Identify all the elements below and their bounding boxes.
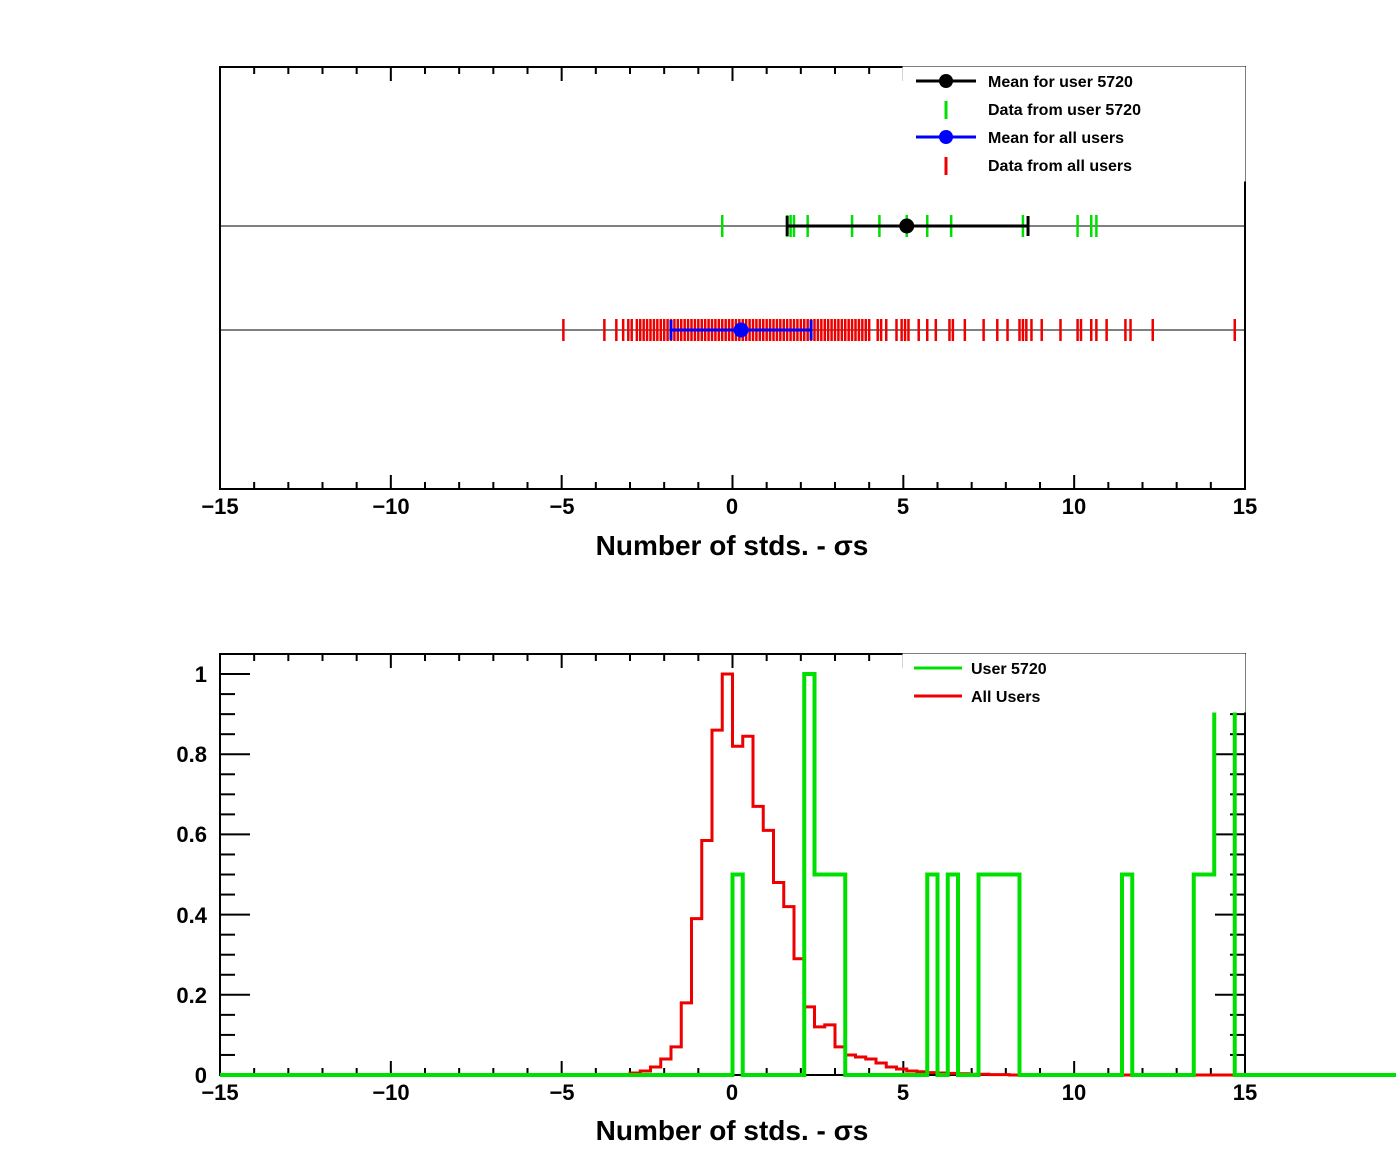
bottom-y-tick-label: 0.6 — [176, 822, 207, 847]
top-x-tick-label: 15 — [1233, 494, 1257, 519]
user-mean-marker — [899, 218, 915, 234]
user-histogram-line — [220, 672, 1396, 1077]
legend-label-all-hist: All Users — [971, 689, 1040, 706]
legend-marker-user-mean — [939, 74, 953, 88]
bottom-x-tick-label: 5 — [897, 1080, 909, 1105]
bottom-y-tick-label: 0 — [195, 1063, 207, 1088]
top-x-ticks — [219, 67, 1246, 489]
bottom-x-axis-title: Number of stds. - σs — [596, 1115, 869, 1146]
bottom-x-tick-label: 15 — [1233, 1080, 1257, 1105]
legend-label-all-data: Data from all users — [988, 158, 1132, 175]
top-x-axis-title: Number of stds. - σs — [596, 530, 869, 561]
top-x-tick-label: 10 — [1062, 494, 1086, 519]
histogram-series — [220, 672, 1396, 1077]
bottom-y-tick-label: 0.4 — [176, 903, 207, 928]
legend-label-user-data: Data from user 5720 — [988, 102, 1141, 119]
mean-markers — [669, 216, 1030, 340]
bottom-x-tick-label: −10 — [372, 1080, 409, 1105]
bottom-x-tick-label: −15 — [201, 1080, 238, 1105]
top-x-tick-label: −15 — [201, 494, 238, 519]
top-legend: Mean for user 5720 Data from user 5720 M… — [902, 66, 1246, 182]
bottom-legend: User 5720 All Users — [902, 653, 1246, 713]
all-users-mean-marker — [733, 322, 749, 338]
legend-label-all-mean: Mean for all users — [988, 130, 1124, 147]
bottom-x-tick-labels: −15 −10 −5 0 5 10 15 — [201, 1080, 1257, 1105]
bottom-y-tick-label: 1 — [195, 662, 207, 687]
bottom-x-tick-label: −5 — [549, 1080, 574, 1105]
legend-label-user-hist: User 5720 — [971, 661, 1047, 678]
top-x-tick-label: −10 — [372, 494, 409, 519]
bottom-x-tick-label: 0 — [726, 1080, 738, 1105]
bottom-legend-box — [902, 653, 1246, 713]
top-x-tick-label: −5 — [549, 494, 574, 519]
top-x-tick-labels: −15 −10 −5 0 5 10 15 — [201, 494, 1257, 519]
top-x-tick-label: 5 — [897, 494, 909, 519]
legend-marker-all-mean — [939, 130, 953, 144]
bottom-y-tick-label: 0.2 — [176, 983, 207, 1008]
bottom-panel: −15 −10 −5 0 5 10 15 0 0.2 0.4 0.6 0.8 1… — [176, 653, 1396, 1146]
bottom-y-tick-label: 0.8 — [176, 742, 207, 767]
top-legend-box — [902, 66, 1246, 182]
top-x-tick-label: 0 — [726, 494, 738, 519]
bottom-y-tick-labels: 0 0.2 0.4 0.6 0.8 1 — [176, 662, 207, 1088]
bottom-x-tick-label: 10 — [1062, 1080, 1086, 1105]
top-panel: −15 −10 −5 0 5 10 15 Number of stds. - σ… — [201, 66, 1257, 561]
legend-label-user-mean: Mean for user 5720 — [988, 74, 1133, 91]
